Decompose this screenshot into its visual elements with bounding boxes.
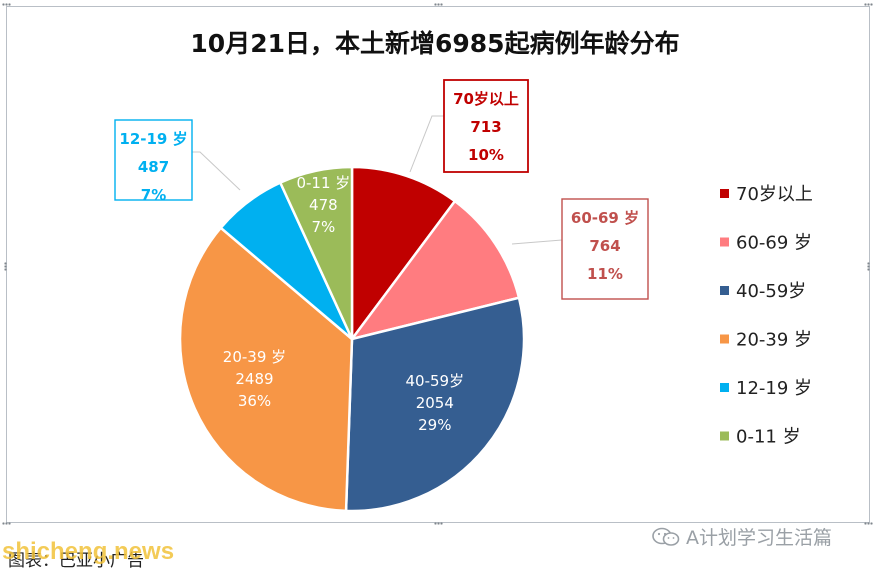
leader-line-70-plus [409,115,444,173]
slice-percent-label-20-39: 36% [238,392,271,410]
pie-slices [178,165,526,513]
slice-percent-label-40-59: 29% [418,416,451,434]
callout-percent-70-plus: 10% [468,146,504,164]
site-watermark: shicheng.news [2,538,175,565]
account-watermark: A计划学习生活篇 [652,523,832,550]
pie-slice-60-69 [348,199,521,342]
account-name: A计划学习生活篇 [686,527,832,549]
leader-line-60-69 [511,239,563,245]
legend-swatch-20-39 [720,334,729,344]
legend-swatch-12-19 [720,383,729,392]
resize-handle-middle-right[interactable] [866,262,871,271]
callout-percent-60-69: 11% [587,265,623,283]
slice-percent-label-0-11: 7% [311,218,335,236]
pie-slice-70-plus [350,165,457,343]
callout-percent-12-19: 7% [141,186,166,204]
resize-handle-bottom-right[interactable] [864,521,873,526]
legend-swatch-60-69 [720,237,729,247]
callout-name-60-69: 60-69 岁 [571,209,639,227]
resize-handle-top-center[interactable] [434,2,443,7]
chart-title: 10月21日，本土新增6985起病例年龄分布 [190,29,679,58]
legend-label-40-59: 40-59岁 [736,281,806,302]
slice-labels: 70岁以上 713 10% 60-69 岁 764 11% 40-59岁 2054 29% 20-… [114,79,649,434]
figure-caption: 图表：巴亚小广告 [8,551,144,571]
slice-name-label-0-11: 0-11 岁 [296,174,350,192]
pie-slice-0-11 [278,165,354,340]
callout-box-12-19 [114,119,193,201]
pie-slice-40-59 [344,296,526,513]
callout-name-12-19: 12-19 岁 [119,130,187,148]
legend-swatch-70-plus [720,189,729,198]
legend-swatch-0-11 [720,431,729,441]
resize-handle-middle-left[interactable] [3,262,8,271]
callout-name-70-plus: 70岁以上 [453,90,519,108]
legend-label-12-19: 12-19 岁 [736,378,812,399]
resize-handle-top-right[interactable] [864,2,873,7]
resize-handle-bottom-center[interactable] [434,521,443,526]
slice-value-label-40-59: 2054 [416,394,454,412]
slice-name-label-40-59: 40-59岁 [406,372,465,390]
legend-label-0-11: 0-11 岁 [736,427,801,448]
callout-value-70-plus: 713 [470,118,501,136]
legend-label-60-69: 60-69 岁 [736,233,812,254]
slice-value-label-0-11: 478 [309,196,338,214]
pie-slice-20-39 [178,226,354,513]
resize-handle-bottom-left[interactable] [2,521,11,526]
slice-name-label-20-39: 20-39 岁 [223,348,286,366]
legend-label-70-plus: 70岁以上 [736,184,813,205]
callout-box-60-69 [561,198,649,300]
leader-line-12-19 [192,151,241,191]
wechat-icon [652,527,680,547]
callout-value-60-69: 764 [589,237,620,255]
callout-leader-lines [192,115,563,245]
callout-box-70-plus [443,79,529,173]
slice-value-label-20-39: 2489 [235,370,273,388]
legend-swatch-40-59 [720,286,729,295]
legend-label-20-39: 20-39 岁 [736,330,812,351]
legend: 70岁以上 60-69 岁 40-59岁 20-39 岁 12-19 岁 0-11 岁 [720,184,813,448]
callout-value-12-19: 487 [138,158,169,176]
resize-handle-top-left[interactable] [2,2,11,7]
